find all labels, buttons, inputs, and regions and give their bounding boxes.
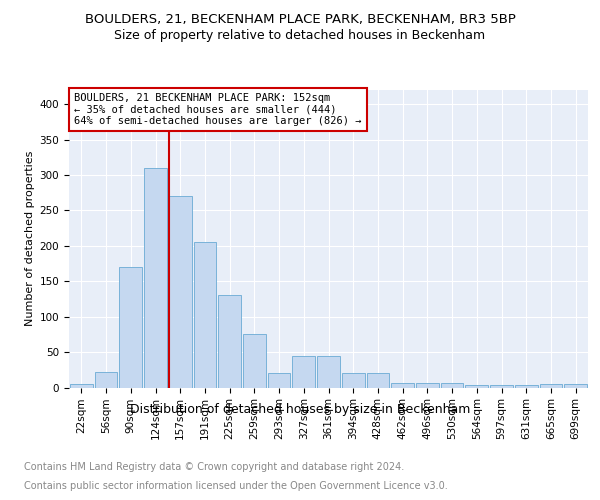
- Bar: [268, 374, 290, 388]
- Y-axis label: Number of detached properties: Number of detached properties: [25, 151, 35, 326]
- Bar: [218, 296, 241, 388]
- Bar: [441, 382, 463, 388]
- Bar: [317, 356, 340, 388]
- Bar: [243, 334, 266, 388]
- Text: Distribution of detached houses by size in Beckenham: Distribution of detached houses by size …: [130, 402, 470, 415]
- Text: BOULDERS, 21 BECKENHAM PLACE PARK: 152sqm
← 35% of detached houses are smaller (: BOULDERS, 21 BECKENHAM PLACE PARK: 152sq…: [74, 93, 362, 126]
- Text: BOULDERS, 21, BECKENHAM PLACE PARK, BECKENHAM, BR3 5BP: BOULDERS, 21, BECKENHAM PLACE PARK, BECK…: [85, 12, 515, 26]
- Bar: [119, 267, 142, 388]
- Bar: [564, 384, 587, 388]
- Bar: [194, 242, 216, 388]
- Bar: [490, 386, 513, 388]
- Bar: [70, 384, 93, 388]
- Bar: [367, 374, 389, 388]
- Bar: [95, 372, 118, 388]
- Bar: [391, 382, 414, 388]
- Bar: [416, 382, 439, 388]
- Bar: [539, 384, 562, 388]
- Bar: [342, 374, 365, 388]
- Bar: [292, 356, 315, 388]
- Text: Contains public sector information licensed under the Open Government Licence v3: Contains public sector information licen…: [24, 481, 448, 491]
- Bar: [466, 386, 488, 388]
- Bar: [144, 168, 167, 388]
- Bar: [169, 196, 191, 388]
- Text: Contains HM Land Registry data © Crown copyright and database right 2024.: Contains HM Land Registry data © Crown c…: [24, 462, 404, 472]
- Text: Size of property relative to detached houses in Beckenham: Size of property relative to detached ho…: [115, 29, 485, 42]
- Bar: [515, 386, 538, 388]
